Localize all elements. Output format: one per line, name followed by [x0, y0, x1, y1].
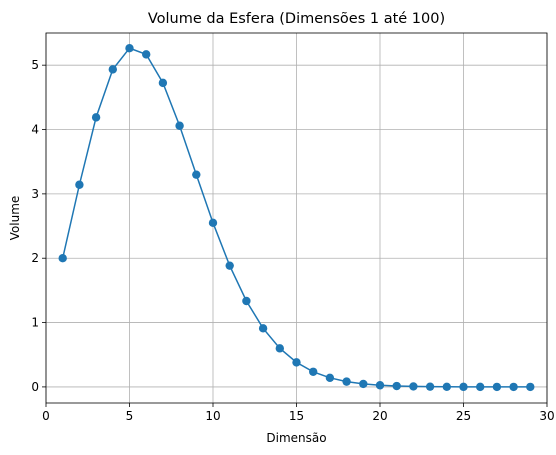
y-tick-label: 1	[31, 316, 39, 330]
data-point	[476, 382, 485, 392]
grid	[45, 33, 548, 403]
data-point	[175, 121, 184, 130]
y-tick-label: 5	[31, 58, 39, 72]
x-tick-label: 30	[539, 409, 554, 423]
chart-title: Volume da Esfera (Dimensões 1 até 100)	[148, 11, 445, 27]
x-tick-label: 15	[289, 409, 304, 423]
data-point	[125, 43, 134, 53]
data-point	[275, 344, 284, 353]
data-point	[292, 358, 301, 367]
data-point	[526, 382, 535, 392]
y-axis-label: Volume	[8, 196, 22, 241]
data-point	[342, 377, 351, 386]
data-point	[359, 379, 368, 389]
data-point	[225, 261, 234, 270]
data-point	[459, 382, 468, 392]
data-point	[108, 65, 118, 74]
y-tick-label: 2	[31, 251, 39, 265]
x-tick-label: 5	[126, 409, 134, 423]
x-tick-label: 20	[372, 409, 387, 423]
x-tick-label: 10	[205, 409, 220, 423]
data-point	[208, 218, 218, 228]
data-point	[425, 382, 435, 391]
data-point	[409, 382, 418, 391]
x-tick-label: 0	[42, 409, 50, 423]
y-tick-label: 4	[31, 123, 39, 137]
data-point	[142, 50, 151, 59]
data-point	[442, 382, 451, 391]
data-point	[158, 78, 168, 88]
data-point	[325, 373, 335, 383]
data-point	[375, 381, 385, 390]
data-point	[58, 254, 67, 263]
data-point	[91, 113, 101, 122]
data-point	[509, 382, 518, 392]
y-axis: 0 1 2 3 4 5	[31, 58, 46, 394]
data-point	[309, 367, 318, 376]
x-axis-label: Dimensão	[266, 431, 326, 445]
data-point	[242, 296, 251, 306]
y-tick-label: 0	[31, 380, 39, 394]
x-tick-label: 25	[456, 409, 471, 423]
data-point	[75, 180, 84, 189]
data-point	[192, 170, 201, 179]
data-point	[258, 324, 268, 333]
y-tick-label: 3	[31, 187, 39, 201]
series-layer	[58, 43, 535, 392]
data-point	[492, 382, 502, 392]
data-point	[392, 381, 401, 391]
x-axis: 0 5 10 15 20 25 30	[42, 403, 555, 423]
